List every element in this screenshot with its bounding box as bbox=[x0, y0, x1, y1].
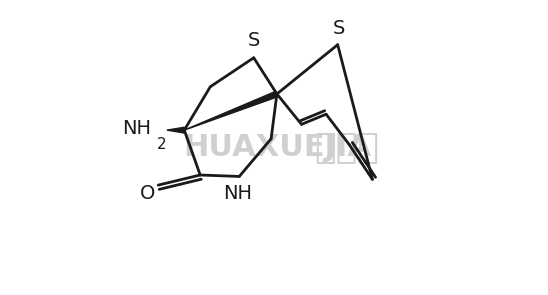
Text: O: O bbox=[140, 184, 155, 203]
Text: HUAXUEJIA: HUAXUEJIA bbox=[183, 133, 371, 162]
Text: S: S bbox=[248, 31, 260, 50]
Text: 化学加: 化学加 bbox=[315, 130, 379, 165]
Text: NH: NH bbox=[224, 184, 252, 203]
Text: 2: 2 bbox=[157, 137, 167, 153]
Text: S: S bbox=[333, 19, 345, 38]
Text: NH: NH bbox=[122, 119, 151, 138]
Polygon shape bbox=[184, 91, 278, 130]
Polygon shape bbox=[167, 127, 184, 133]
